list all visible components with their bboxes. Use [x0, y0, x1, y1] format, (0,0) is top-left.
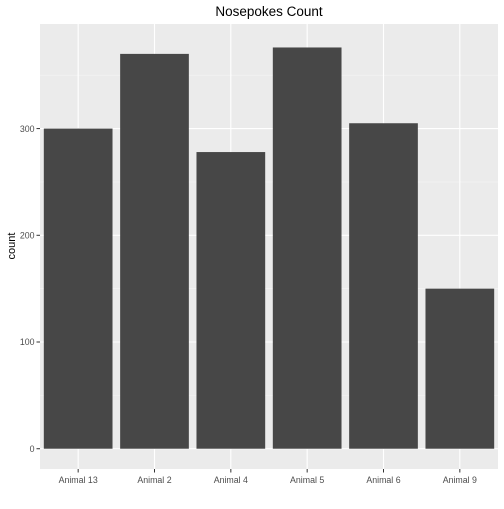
bar-animal-5 [272, 47, 342, 449]
bar-animal-9 [425, 288, 495, 449]
y-tick-label: 200 [20, 230, 35, 240]
bar-layer [43, 47, 495, 449]
x-tick-label: Animal 6 [366, 475, 400, 485]
y-axis-label: count [6, 233, 18, 260]
y-tick-label: 100 [20, 337, 35, 347]
bar-animal-13 [43, 128, 113, 449]
axis-layer: 0 100 200 300 Animal 13 Animal 2 Animal 4 Anima… [20, 124, 477, 485]
x-tick-label: Animal 13 [59, 475, 98, 485]
x-tick-label: Animal 4 [214, 475, 248, 485]
bar-animal-4 [196, 152, 266, 449]
bar-animal-6 [349, 123, 418, 449]
x-tick-label: Animal 5 [290, 475, 324, 485]
y-tick-label: 300 [20, 124, 35, 134]
plot-panel [40, 24, 498, 469]
bar-animal-2 [120, 53, 189, 449]
y-tick-label: 0 [30, 444, 35, 454]
x-tick-label: Animal 2 [137, 475, 171, 485]
x-tick-label: Animal 9 [443, 475, 477, 485]
chart-title: Nosepokes Count [215, 4, 323, 19]
